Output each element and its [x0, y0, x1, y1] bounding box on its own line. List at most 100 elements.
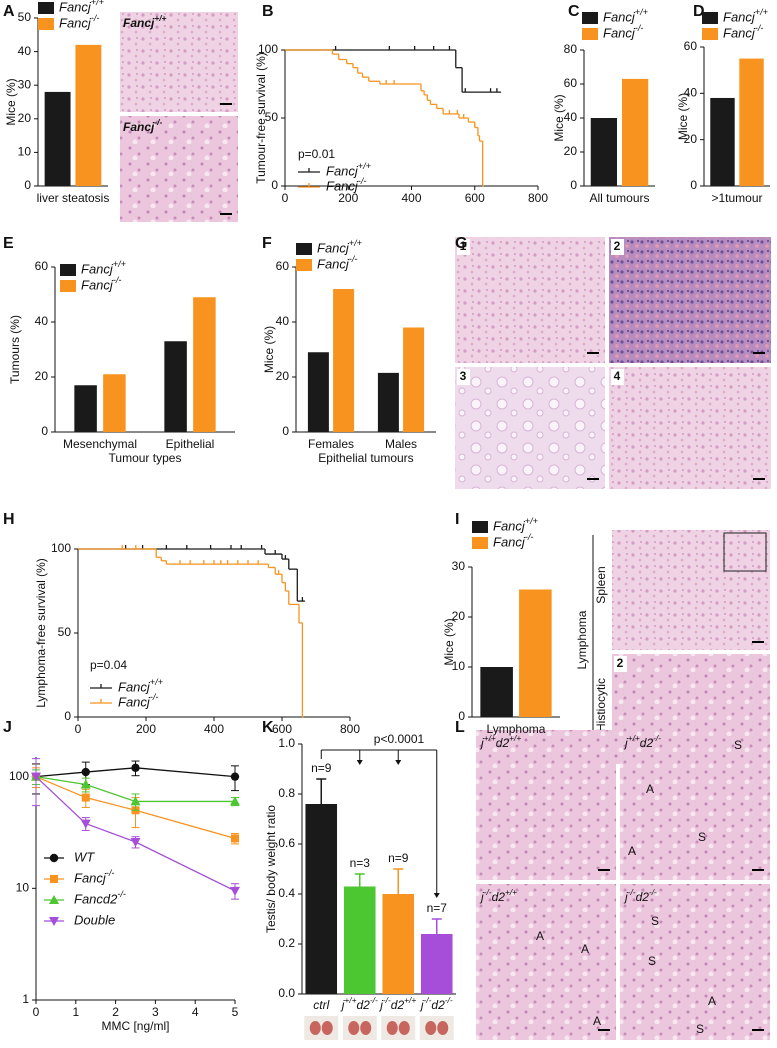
bar	[710, 97, 735, 186]
bar	[103, 374, 126, 432]
image-mark: A	[646, 782, 654, 796]
y-tick-label: 0	[271, 178, 278, 192]
y-tick-label: 10	[16, 881, 30, 895]
x-tick-label: 800	[340, 722, 360, 736]
label-box	[614, 656, 627, 672]
y-tick-label: 10	[18, 145, 32, 159]
legend-marker	[49, 853, 59, 863]
y-tick-label: 0	[570, 178, 577, 192]
bar	[403, 327, 425, 432]
y-axis-label: Testis/ body weight ratio	[264, 805, 278, 933]
micrograph	[620, 884, 770, 1040]
label-box	[457, 239, 470, 255]
legend-label: Fancd2-/-	[74, 889, 126, 906]
x-axis-label: MMC [ng/ml]	[101, 1019, 169, 1033]
x-tick-label: j-/-d2+/+	[378, 995, 416, 1012]
y-tick-label: 0	[24, 178, 31, 192]
micrograph	[455, 367, 605, 489]
legend-label: Fancj-/-	[118, 692, 158, 709]
x-tick-label: 0	[33, 1005, 40, 1019]
legend-marker	[49, 917, 59, 926]
y-tick-label: 0.2	[278, 936, 295, 950]
x-tick-label: j+/+d2-/-	[340, 995, 378, 1012]
x-tick-label: Females	[308, 437, 354, 451]
x-tick-label: j-/-d2-/-	[419, 995, 453, 1012]
bar	[305, 804, 338, 994]
sample-size: n=3	[350, 856, 371, 870]
sample-size: n=9	[388, 851, 409, 865]
y-tick-label: 30	[452, 559, 466, 573]
testis-photo	[398, 1021, 410, 1035]
bar	[164, 341, 187, 432]
testis-photo	[360, 1021, 372, 1035]
y-tick-label: 1.0	[278, 736, 295, 750]
micrograph	[476, 884, 616, 1040]
marker	[230, 796, 240, 806]
image-mark: A	[708, 994, 716, 1008]
image-mark: A	[593, 1014, 601, 1028]
legend-label: Fancj-/-	[74, 868, 114, 885]
marker	[80, 819, 91, 829]
image-label: 1	[460, 239, 467, 253]
micrograph	[609, 367, 771, 489]
y-tick-label: 50	[265, 110, 279, 124]
x-tick-label: Lymphoma	[487, 722, 546, 736]
legend-swatch	[582, 28, 598, 40]
legend-swatch	[296, 243, 312, 255]
y-tick-label: 20	[35, 369, 49, 383]
bar	[333, 289, 355, 432]
image-label: Spleen	[594, 566, 608, 603]
arrow-head	[395, 760, 402, 765]
y-axis-label: Lymphoma-free survival (%)	[34, 558, 48, 708]
legend-swatch	[702, 12, 718, 24]
legend-label: Fancj-/-	[317, 254, 357, 271]
bar	[377, 372, 399, 432]
x-tick-label: 800	[528, 191, 548, 205]
y-tick-label: 0	[458, 709, 465, 723]
y-tick-label: 10	[452, 659, 466, 673]
panel-letter: E	[3, 235, 14, 252]
legend-swatch	[472, 537, 488, 549]
x-tick-label: Males	[385, 437, 417, 451]
label-box	[457, 369, 470, 385]
marker	[230, 886, 240, 896]
bar	[590, 118, 618, 186]
y-tick-label: 100	[9, 769, 29, 783]
y-tick-label: 0	[282, 424, 289, 438]
y-tick-label: 40	[684, 86, 698, 100]
y-axis-label: Mice (%)	[4, 78, 18, 125]
panel-letter: K	[262, 719, 274, 736]
legend-label: Fancj-/-	[723, 23, 763, 40]
y-axis-label: Tumours (%)	[8, 315, 22, 384]
legend-label: Fancj+/+	[493, 516, 538, 533]
series-line	[35, 767, 236, 778]
bar	[621, 78, 649, 186]
series-line	[35, 776, 236, 840]
y-tick-label: 0.8	[278, 786, 295, 800]
y-tick-label: 1	[22, 992, 29, 1006]
x-tick-label: 400	[204, 722, 224, 736]
label-box	[611, 239, 624, 255]
micrograph	[455, 237, 605, 363]
photo-bg	[304, 1016, 339, 1040]
x-tick-label: liver steatosis	[37, 191, 110, 205]
y-tick-label: 0.4	[278, 886, 295, 900]
bar	[382, 894, 415, 994]
image-label: Lymphoma	[575, 610, 589, 669]
y-tick-label: 40	[276, 314, 290, 328]
x-axis-label: Tumour types	[109, 451, 182, 465]
panel-letter: B	[262, 3, 274, 20]
legend-swatch	[702, 28, 718, 40]
image-mark: S	[648, 954, 656, 968]
x-tick-label: 600	[272, 722, 292, 736]
y-tick-label: 0	[690, 178, 697, 192]
testis-photo	[437, 1021, 449, 1035]
x-tick-label: 5	[232, 1005, 239, 1019]
x-tick-label: 200	[338, 191, 358, 205]
x-tick-label: 1	[72, 1005, 79, 1019]
image-label: Fancj-/-	[123, 117, 162, 134]
x-tick-label: 400	[401, 191, 421, 205]
series-line	[35, 776, 236, 892]
legend-label: Fancj-/-	[603, 23, 643, 40]
